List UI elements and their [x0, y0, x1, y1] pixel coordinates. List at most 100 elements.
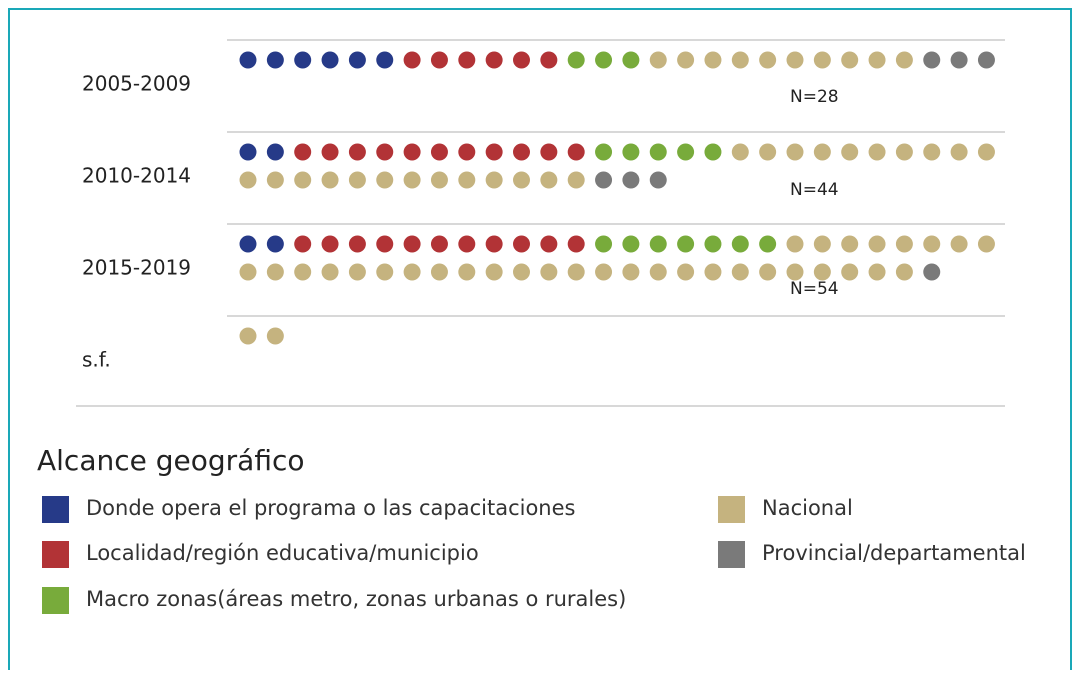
- dot: [513, 263, 530, 281]
- dot: [458, 263, 476, 281]
- dot: [266, 263, 284, 281]
- dot: [759, 235, 777, 253]
- dot: [567, 235, 585, 253]
- category-label: 2005-2009: [82, 72, 191, 96]
- dot: [239, 263, 257, 281]
- dot: [294, 51, 312, 69]
- dot: [868, 235, 886, 253]
- dot: [348, 51, 366, 69]
- dot: [950, 143, 968, 161]
- dot: [622, 263, 640, 281]
- legend-swatch: [718, 496, 745, 523]
- dot: [485, 171, 503, 189]
- dot: [567, 263, 585, 281]
- legend-swatch: [42, 587, 69, 614]
- category-label: 2010-2014: [82, 164, 191, 188]
- dot: [376, 171, 394, 189]
- dot: [348, 263, 366, 281]
- dot: [731, 143, 749, 161]
- dot: [485, 263, 503, 281]
- dot: [485, 143, 503, 161]
- dot: [239, 327, 257, 345]
- dot: [403, 51, 421, 69]
- category-label: s.f.: [82, 348, 111, 372]
- dot: [868, 51, 886, 69]
- dot: [704, 51, 722, 69]
- legend-swatch: [42, 541, 69, 568]
- dot: [513, 51, 530, 69]
- dot: [622, 143, 640, 161]
- dot: [540, 171, 558, 189]
- dot: [649, 51, 667, 69]
- dot: [977, 143, 995, 161]
- dot: [786, 263, 804, 281]
- dot: [868, 263, 886, 281]
- dot: [567, 143, 585, 161]
- dot: [294, 171, 312, 189]
- dot: [622, 51, 640, 69]
- frame: [8, 8, 1072, 674]
- legend-label: Localidad/región educativa/municipio: [86, 541, 479, 565]
- dot: [731, 235, 749, 253]
- dot: [677, 143, 695, 161]
- dot: [868, 143, 886, 161]
- dot: [649, 235, 667, 253]
- dot: [430, 235, 448, 253]
- dot: [622, 171, 640, 189]
- dot: [759, 51, 777, 69]
- dot: [895, 143, 913, 161]
- dot: [813, 51, 831, 69]
- dot: [430, 171, 448, 189]
- dot: [403, 263, 421, 281]
- dot: [540, 263, 558, 281]
- dot: [704, 263, 722, 281]
- dot: [266, 171, 284, 189]
- dot: [430, 263, 448, 281]
- dot: [786, 51, 804, 69]
- dot: [567, 171, 585, 189]
- dot: [458, 235, 476, 253]
- dot: [321, 263, 339, 281]
- dot: [266, 327, 284, 345]
- dot: [731, 263, 749, 281]
- dot: [321, 235, 339, 253]
- dot: [321, 51, 339, 69]
- dot: [704, 235, 722, 253]
- n-label: N=28: [790, 87, 839, 107]
- dot: [321, 171, 339, 189]
- dot: [540, 235, 558, 253]
- dot: [950, 235, 968, 253]
- dot: [430, 51, 448, 69]
- dot: [704, 143, 722, 161]
- dot: [759, 263, 777, 281]
- dot: [376, 263, 394, 281]
- dot: [677, 235, 695, 253]
- dot: [348, 235, 366, 253]
- dot: [923, 235, 941, 253]
- dot: [649, 143, 667, 161]
- dot: [458, 143, 476, 161]
- dot: [923, 51, 941, 69]
- dot: [485, 235, 503, 253]
- dot: [595, 171, 613, 189]
- dot: [239, 171, 257, 189]
- dot: [458, 51, 476, 69]
- dot: [294, 143, 312, 161]
- dot: [294, 263, 312, 281]
- dot: [376, 51, 394, 69]
- dot: [895, 51, 913, 69]
- dot: [239, 143, 257, 161]
- dot: [622, 235, 640, 253]
- dot: [923, 143, 941, 161]
- dot: [540, 143, 558, 161]
- dot: [649, 263, 667, 281]
- dot: [403, 171, 421, 189]
- legend-label: Macro zonas(áreas metro, zonas urbanas o…: [86, 587, 626, 611]
- dot: [485, 51, 503, 69]
- dot: [403, 235, 421, 253]
- dot: [321, 143, 339, 161]
- legend-label: Nacional: [762, 496, 853, 520]
- dot: [813, 235, 831, 253]
